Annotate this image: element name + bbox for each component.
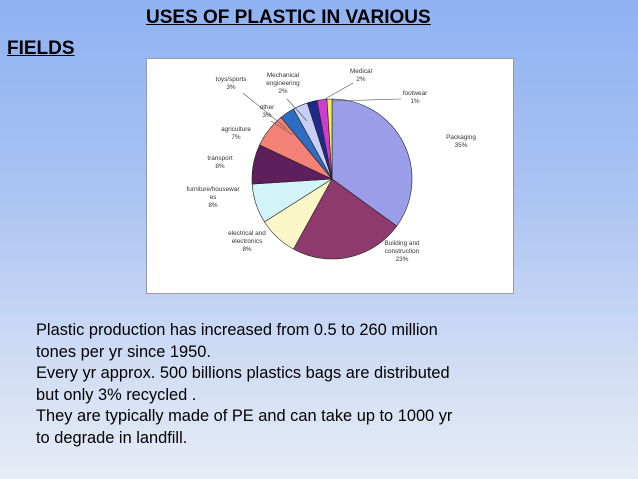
body-line-2: tones per yr since 1950. xyxy=(36,342,211,361)
slide-title-line2: FIELDS xyxy=(7,38,75,59)
pie-slice-packaging xyxy=(331,98,413,227)
pie-chart-frame: Packaging 35% Building and construction 23% e… xyxy=(146,58,514,294)
slice-label: footwear 1% xyxy=(403,90,428,105)
slice-label: Packaging 35% xyxy=(446,134,476,149)
leader-line xyxy=(286,98,308,122)
slice-label: furniture/housewar es 8% xyxy=(187,186,241,209)
leader-line xyxy=(324,82,354,100)
pie-slice-building-and-construction xyxy=(293,178,398,260)
body-line-4: but only 3% recycled . xyxy=(36,385,197,404)
leader-line xyxy=(332,98,402,102)
body-line-1: Plastic production has increased from 0.… xyxy=(36,321,438,339)
slice-label: electrical and electronics 8% xyxy=(228,230,266,253)
slice-label: Building and construction 23% xyxy=(384,240,420,263)
slice-label: transport 8% xyxy=(207,155,232,170)
leader-line xyxy=(270,120,294,136)
slice-label: toys/sports 3% xyxy=(216,76,247,91)
slice-label: Mechanical engineering 2% xyxy=(266,72,300,95)
slice-label: Medical 2% xyxy=(350,68,372,83)
slide-title-line1: USES OF PLASTIC IN VARIOUS xyxy=(146,7,431,28)
body-line-5: They are typically made of PE and can ta… xyxy=(36,407,453,426)
pie-slice-footwear xyxy=(326,98,333,180)
slice-label: other 3% xyxy=(260,104,275,119)
pie-chart: Packaging 35% Building and construction 23% e… xyxy=(187,68,477,263)
body-line-3: Every yr approx. 500 billions plastics b… xyxy=(36,364,450,383)
body-line-6: to degrade in landfill. xyxy=(36,428,188,447)
leader-line xyxy=(242,92,288,130)
body-text: Plastic production has increased from 0.… xyxy=(36,320,596,450)
slice-label: agriculture 7% xyxy=(221,126,251,141)
